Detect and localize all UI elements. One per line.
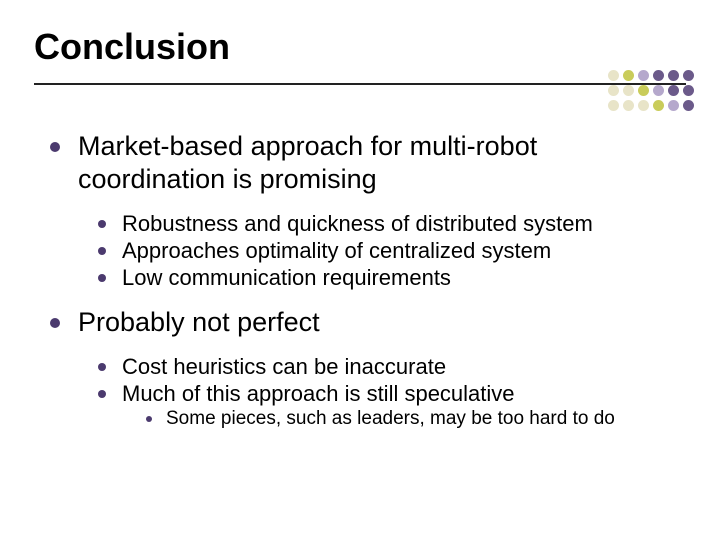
dot-icon: [608, 70, 619, 81]
bullet-icon: [98, 363, 106, 371]
dot-icon: [668, 100, 679, 111]
bullet-text: Some pieces, such as leaders, may be too…: [166, 407, 680, 431]
dot-icon: [608, 85, 619, 96]
bullet-text: Much of this approach is still speculati…: [122, 380, 680, 407]
dot-row: [604, 70, 694, 81]
dot-icon: [623, 85, 634, 96]
bullet-item: Cost heuristics can be inaccurate: [98, 353, 680, 380]
bullet-icon: [146, 416, 152, 422]
dot-icon: [608, 100, 619, 111]
bullet-item: Probably not perfect: [50, 306, 680, 339]
bullet-item: Robustness and quickness of distributed …: [98, 210, 680, 237]
bullet-icon: [50, 142, 60, 152]
dot-row: [604, 100, 694, 111]
dot-icon: [653, 100, 664, 111]
bullet-item: Approaches optimality of centralized sys…: [98, 237, 680, 264]
decorative-dot-grid: [604, 70, 694, 115]
slide-title: Conclusion: [34, 26, 230, 68]
dot-icon: [623, 70, 634, 81]
bullet-item: Market-based approach for multi-robot co…: [50, 130, 680, 196]
dot-icon: [653, 70, 664, 81]
dot-icon: [683, 85, 694, 96]
bullet-item: Low communication requirements: [98, 264, 680, 291]
dot-icon: [668, 85, 679, 96]
dot-icon: [638, 100, 649, 111]
bullet-icon: [50, 318, 60, 328]
bullet-text: Low communication requirements: [122, 264, 680, 291]
slide-body: Market-based approach for multi-robot co…: [50, 130, 680, 431]
title-underline: [34, 83, 686, 85]
bullet-text: Cost heuristics can be inaccurate: [122, 353, 680, 380]
bullet-icon: [98, 247, 106, 255]
bullet-icon: [98, 390, 106, 398]
bullet-text: Probably not perfect: [78, 306, 680, 339]
bullet-icon: [98, 220, 106, 228]
bullet-icon: [98, 274, 106, 282]
bullet-item: Much of this approach is still speculati…: [98, 380, 680, 407]
dot-row: [604, 85, 694, 96]
dot-icon: [638, 85, 649, 96]
dot-icon: [623, 100, 634, 111]
dot-icon: [668, 70, 679, 81]
slide: Conclusion Market-based approach for mul…: [0, 0, 720, 540]
dot-icon: [683, 70, 694, 81]
bullet-text: Approaches optimality of centralized sys…: [122, 237, 680, 264]
bullet-item: Some pieces, such as leaders, may be too…: [146, 407, 680, 431]
dot-icon: [683, 100, 694, 111]
dot-icon: [638, 70, 649, 81]
dot-icon: [653, 85, 664, 96]
bullet-text: Robustness and quickness of distributed …: [122, 210, 680, 237]
bullet-text: Market-based approach for multi-robot co…: [78, 130, 680, 196]
